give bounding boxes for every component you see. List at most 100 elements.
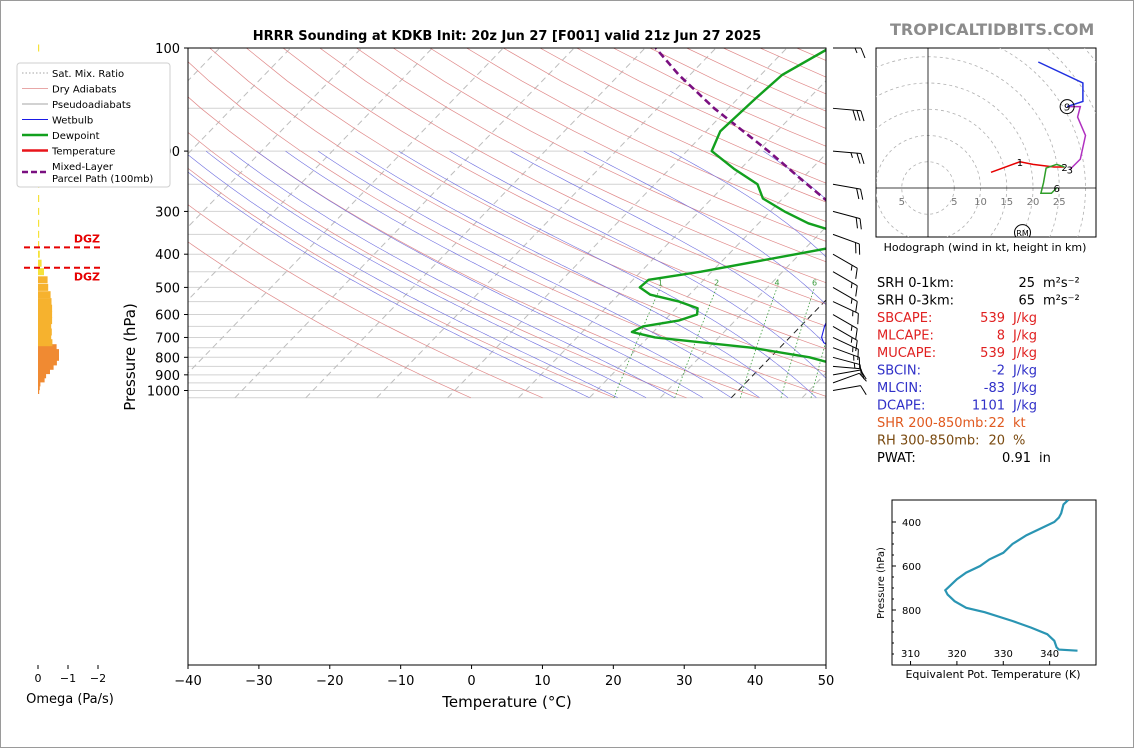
param-row: SRH 0-3km: 65 m²s⁻² <box>877 294 1080 309</box>
wind-barb <box>832 336 859 361</box>
x-tick-label: 10 <box>534 674 551 689</box>
legend-label-line: Temperature <box>51 147 115 158</box>
wind-barb <box>832 271 858 297</box>
wind-barb-flag <box>852 109 857 121</box>
omega-bar <box>38 268 44 276</box>
mixing-ratio-label: 1 <box>658 278 663 287</box>
x-tick-label: 40 <box>747 674 764 689</box>
param-row: MLCAPE: 8 J/kg <box>877 329 1037 344</box>
param-value: -83 <box>984 381 1005 396</box>
legend-label-dry: Dry Adiabats <box>52 85 116 96</box>
wind-barb-flag <box>859 218 862 230</box>
theta-e-frame <box>891 499 1097 666</box>
mixing-ratio-line <box>740 287 778 398</box>
wind-barb-flag <box>860 153 865 164</box>
isotherm <box>730 299 826 399</box>
param-value: 22 <box>988 416 1005 431</box>
y-tick-label: 800 <box>155 351 180 366</box>
hodograph-ring-label: 5 <box>899 197 905 208</box>
dry-adiabat <box>356 48 826 284</box>
wind-barb-shaft <box>832 372 860 384</box>
wind-barb-flag <box>857 349 859 361</box>
dry-adiabat <box>209 48 826 373</box>
isotherm <box>376 48 717 399</box>
hodograph-ring-label: 10 <box>974 197 987 208</box>
wind-barb-flag <box>857 313 859 325</box>
wind-barb-shaft <box>832 150 861 155</box>
omega-bar <box>38 219 40 227</box>
mixing-ratio-label: 30 <box>973 278 983 287</box>
param-row: SBCAPE: 539 J/kg <box>877 311 1037 326</box>
isotherm <box>305 48 646 399</box>
skewt-frame <box>187 47 827 666</box>
wind-barb-shaft <box>832 107 861 112</box>
isotherm <box>518 80 826 399</box>
x-tick-label: −40 <box>174 674 201 689</box>
theta-e-xtick-label: 310 <box>901 649 920 660</box>
moist-adiabat <box>230 150 675 399</box>
wind-barb <box>832 210 862 230</box>
isotherm <box>447 48 788 399</box>
param-value: 25 <box>1018 276 1035 291</box>
param-label: MLCIN: <box>877 381 922 396</box>
omega-bar <box>38 344 57 352</box>
hodograph-segment <box>1067 105 1087 171</box>
y-tick-label: 600 <box>155 309 180 324</box>
param-unit: J/kg <box>1012 381 1037 396</box>
legend: Sat. Mix. Ratio Dry Adiabats Pseudoadiabat… <box>16 62 171 188</box>
dgz-label: DGZ <box>74 232 100 245</box>
moist-adiabat <box>398 150 817 398</box>
y-tick-label: 100 <box>155 42 180 57</box>
moist-adiabat <box>583 150 826 306</box>
legend-label-line: Sat. Mix. Ratio <box>52 69 124 80</box>
param-unit: in <box>1039 451 1051 466</box>
mixing-ratio-line <box>810 339 826 398</box>
hodograph-ring-label: 5 <box>951 197 957 208</box>
param-row: MUCAPE: 539 J/kg <box>877 346 1037 361</box>
x-tick-label: 20 <box>605 674 622 689</box>
y-tick-label: 1000 <box>147 385 180 400</box>
wind-barb <box>832 150 865 164</box>
param-unit: J/kg <box>1012 311 1037 326</box>
legend-box <box>16 62 171 188</box>
legend-label-line: Dry Adiabats <box>52 85 116 96</box>
hodograph-height-label: 9 <box>1064 103 1070 114</box>
param-unit: % <box>1013 434 1025 449</box>
wind-barb-half <box>850 265 853 271</box>
param-value: 539 <box>980 311 1005 326</box>
chart-title: HRRR Sounding at KDKB Init: 20z Jun 27 [… <box>253 29 761 44</box>
mixing-ratio-label: 2 <box>714 278 719 287</box>
omega-bar <box>38 195 40 202</box>
omega-bar <box>38 328 52 336</box>
omega-bar <box>38 353 59 361</box>
skewt-ylabel: Pressure (hPa) <box>121 303 139 411</box>
legend-label-line: Wetbulb <box>52 116 93 127</box>
wind-barb <box>832 107 865 122</box>
surface-temp-label: 84F <box>938 395 961 408</box>
dry-adiabat <box>188 204 543 399</box>
theta-e-panel: 310 320 330 340 400 600 800 Equivalent Pot. Te… <box>876 499 1097 681</box>
theta-e-profile <box>943 500 1078 652</box>
mixing-ratio-line <box>674 287 718 398</box>
omega-bar <box>38 207 40 215</box>
omega-bar <box>38 259 42 267</box>
param-unit: m²s⁻² <box>1043 294 1080 309</box>
wind-barb-flag <box>856 153 861 164</box>
storm-motion-marker <box>1014 224 1031 237</box>
moist-adiabat <box>256 150 704 399</box>
legend-label-line: Pseudoadiabats <box>52 100 131 111</box>
dry-adiabat <box>188 61 826 397</box>
omega-bar <box>38 379 41 387</box>
storm-motion-label: RM <box>1016 229 1029 238</box>
omega-bar <box>38 358 57 366</box>
omega-tick-label: 0 <box>35 672 42 685</box>
wind-barb-shaft <box>832 253 858 269</box>
wind-barb-half <box>850 282 853 289</box>
wind-barb-shaft <box>832 347 860 358</box>
x-tick-label: −20 <box>316 674 343 689</box>
isotherm <box>188 48 504 374</box>
moist-adiabat <box>669 150 826 258</box>
wind-barb-flag <box>855 268 858 279</box>
omega-bar <box>38 230 40 238</box>
param-label: SRH 0-3km: <box>877 294 954 309</box>
